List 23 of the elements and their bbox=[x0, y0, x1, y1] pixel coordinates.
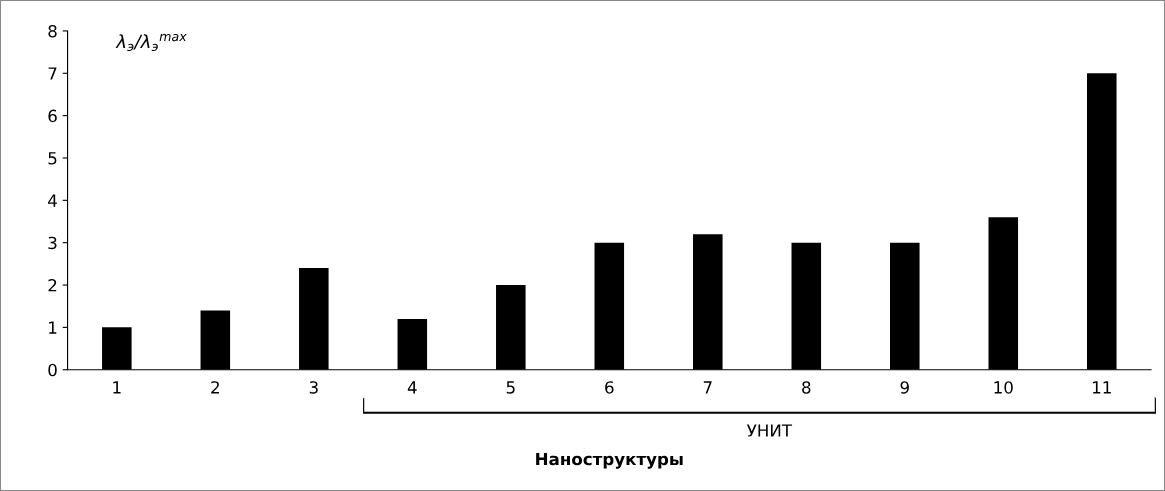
x-tick-label: 9 bbox=[900, 381, 909, 394]
y-axis-title: λ$_{э}$/λ$_{э}$$^{max}$ bbox=[115, 33, 187, 52]
y-tick-label: 5 bbox=[48, 152, 57, 165]
y-tick-label: 8 bbox=[48, 24, 57, 38]
x-tick-label: 10 bbox=[994, 381, 1013, 394]
x-tick-label: 8 bbox=[802, 381, 811, 394]
x-tick-label: 6 bbox=[605, 381, 614, 394]
y-tick-label: 0 bbox=[48, 363, 57, 377]
y-tick-label: 3 bbox=[48, 236, 57, 250]
y-tick-label: 6 bbox=[48, 109, 57, 123]
x-axis-title: Наноструктуры bbox=[536, 452, 683, 469]
x-tick-label: 3 bbox=[309, 381, 318, 394]
x-tick-label: 2 bbox=[211, 381, 219, 394]
x-tick-label: 7 bbox=[703, 381, 712, 394]
x-tick-label: 5 bbox=[506, 381, 515, 394]
y-tick-label: 7 bbox=[48, 67, 57, 80]
text: УНИТ bbox=[746, 424, 793, 437]
x-tick-label: 1 bbox=[113, 381, 121, 394]
y-tick-label: 4 bbox=[48, 194, 57, 207]
y-tick-label: 2 bbox=[48, 278, 57, 292]
y-tick-label: 1 bbox=[49, 321, 57, 334]
x-tick-label: 4 bbox=[407, 381, 417, 394]
x-tick-label: 11 bbox=[1093, 381, 1111, 394]
